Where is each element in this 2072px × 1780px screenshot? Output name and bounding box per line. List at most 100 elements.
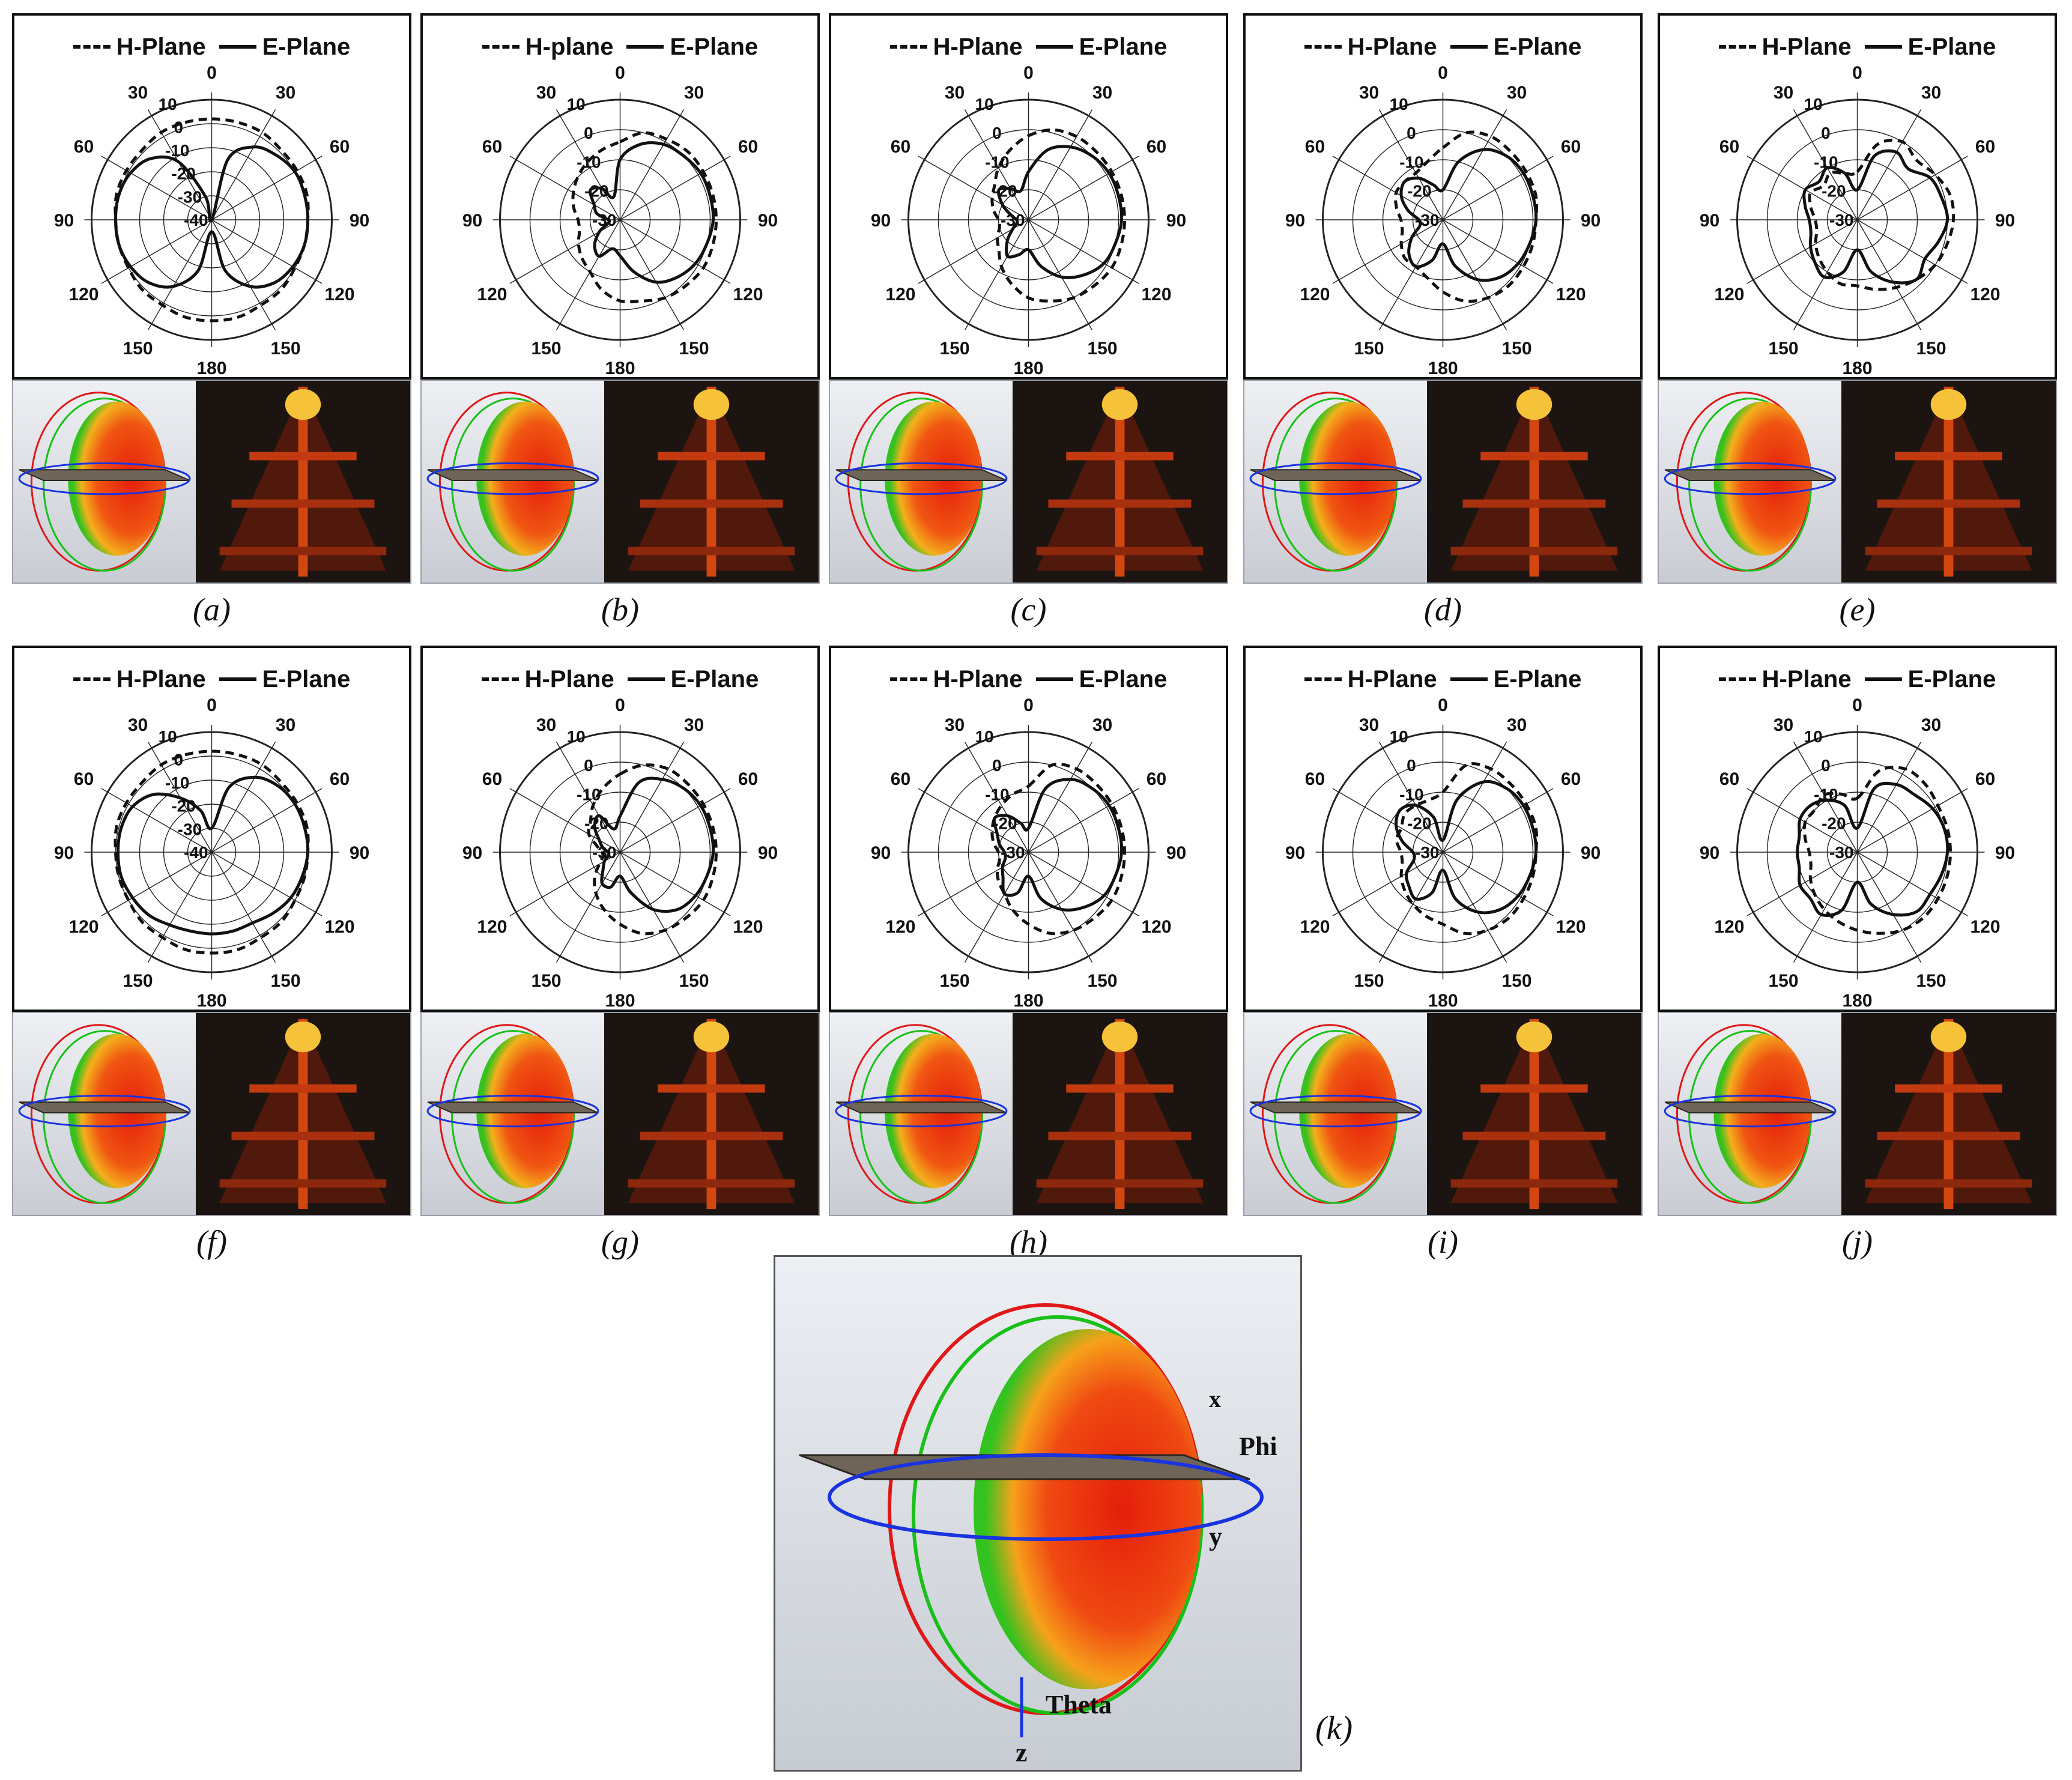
angle-tick-label: 30 (1921, 715, 1941, 735)
grid-spoke (620, 156, 731, 220)
angle-tick-label: 90 (1700, 843, 1719, 863)
legend-label: E-Plane (1079, 665, 1168, 692)
surface-current-distribution-image (1013, 381, 1227, 583)
angle-tick-label: 150 (1087, 339, 1117, 359)
radial-tick-label: -20 (1407, 814, 1431, 833)
angle-tick-label: 150 (531, 971, 561, 991)
caption-i: (i) (1428, 1224, 1458, 1260)
radial-tick-label: 10 (1804, 727, 1823, 746)
angle-tick-label: 90 (758, 843, 778, 863)
grid-spoke (147, 852, 213, 963)
angle-tick-label: 30 (536, 715, 556, 735)
angle-tick-label: 90 (1700, 211, 1719, 231)
grid-spoke (1442, 742, 1507, 853)
angle-tick-label: 180 (1013, 359, 1043, 377)
legend-swatch-dashed (1304, 45, 1342, 49)
angle-tick-label: 150 (679, 971, 709, 991)
simulation-images-b (420, 380, 820, 584)
radial-tick-label: -30 (1415, 843, 1439, 862)
series-line-solid (589, 141, 715, 284)
grid-spoke (556, 219, 621, 330)
angle-tick-label: 60 (482, 137, 502, 157)
angle-tick-label: 0 (615, 63, 625, 83)
grid-spoke (1857, 788, 1968, 853)
angle-tick-label: 30 (128, 715, 148, 735)
legend-label: H-Plane (116, 33, 206, 60)
grid-spoke (556, 742, 621, 853)
angle-tick-label: 60 (891, 137, 910, 157)
radial-tick-label: 0 (992, 124, 1002, 142)
legend-item-dashed: H-Plane (889, 666, 1023, 693)
radial-tick-label: 10 (975, 727, 994, 746)
angle-tick-label: 120 (733, 285, 763, 304)
angle-tick-label: 90 (1995, 843, 2015, 863)
grid-spoke (620, 219, 731, 284)
grid-spoke (1793, 852, 1858, 963)
simulation-images-e (1658, 380, 2057, 584)
green-ring (912, 1315, 1204, 1715)
legend-label: H-Plane (116, 665, 206, 692)
grid-spoke (1332, 788, 1443, 853)
polar-plot-svg: 0306090120150180150120906030100-10-20-30… (54, 695, 369, 1010)
polar-chart-c: H-Plane E-Plane 0 30 60 90 120 150 180 150 120 90 60… (829, 13, 1228, 380)
3d-radiation-pattern-image (830, 381, 1014, 583)
angle-tick-label: 0 (1023, 695, 1034, 715)
grid-spoke (1443, 788, 1554, 853)
angle-tick-label: 150 (270, 339, 300, 359)
angle-tick-label: 180 (605, 991, 635, 1010)
grid-spoke (1332, 852, 1443, 916)
angle-tick-label: 30 (1774, 715, 1793, 735)
angle-tick-label: 60 (738, 769, 758, 789)
panel-j: H-Plane E-Plane 0 30 60 90 120 150 180 150 120 90 60… (1658, 646, 2057, 1267)
polar-chart-a: H-Plane E-Plane 0 30 60 90 120 150 180 150 120 90 60… (12, 13, 411, 380)
caption-b: (b) (601, 592, 639, 628)
radial-tick-label: -30 (1829, 843, 1853, 862)
angle-tick-label: 150 (1768, 971, 1798, 991)
angle-tick-label: 150 (123, 971, 153, 991)
grid-spoke (964, 219, 1029, 330)
legend-label: H-Plane (1347, 33, 1437, 60)
panel-h: H-Plane E-Plane 0 30 60 90 120 150 180 150 120 90 60… (829, 646, 1228, 1267)
series-line-dashed (990, 762, 1127, 936)
grid-spoke (1378, 742, 1444, 853)
angle-tick-label: 120 (885, 917, 915, 937)
radial-tick-label: -30 (178, 820, 202, 838)
angle-tick-label: 180 (1428, 359, 1458, 377)
simulation-images-d (1243, 380, 1643, 584)
angle-tick-label: 30 (945, 83, 965, 103)
angle-tick-label: 150 (679, 339, 709, 359)
grid-spoke (918, 788, 1029, 853)
series-line-dashed (1393, 130, 1539, 303)
grid-spoke (1378, 219, 1444, 330)
angle-tick-label: 60 (891, 769, 910, 789)
series-line-solid (992, 778, 1124, 912)
angle-tick-label: 60 (1147, 137, 1166, 157)
3d-radiation-pattern-image (1244, 381, 1429, 583)
radial-tick-label: -20 (1822, 182, 1846, 201)
grid-spoke (1028, 219, 1139, 284)
angle-tick-label: 120 (325, 285, 355, 304)
legend-label: E-Plane (670, 665, 759, 692)
legend-item-solid: E-Plane (219, 34, 350, 61)
angle-tick-label: 120 (1971, 285, 2001, 304)
surface-current-distribution-image (1841, 381, 2056, 583)
legend-item-solid: E-Plane (627, 665, 759, 693)
radial-tick-label: 10 (567, 727, 586, 746)
radial-tick-label: 10 (1804, 95, 1823, 114)
grid-spoke (918, 219, 1029, 284)
3d-radiation-pattern-image (13, 381, 198, 583)
3d-radiation-pattern-image (422, 381, 606, 583)
angle-tick-label: 30 (1092, 715, 1112, 735)
grid-spoke (1028, 109, 1093, 220)
legend-item-solid: E-Plane (626, 34, 758, 61)
series-line-solid (114, 145, 310, 289)
angle-tick-label: 60 (1719, 137, 1739, 157)
grid-spoke (1856, 109, 1922, 220)
grid-spoke (1442, 852, 1507, 963)
polar-chart-e: H-Plane E-Plane 0 30 60 90 120 150 180 150 120 90 60… (1658, 13, 2057, 380)
radial-tick-label: -10 (1399, 153, 1423, 171)
radial-tick-label: -20 (1822, 814, 1846, 833)
angle-tick-label: 90 (54, 211, 74, 231)
angle-tick-label: 90 (1581, 843, 1601, 863)
